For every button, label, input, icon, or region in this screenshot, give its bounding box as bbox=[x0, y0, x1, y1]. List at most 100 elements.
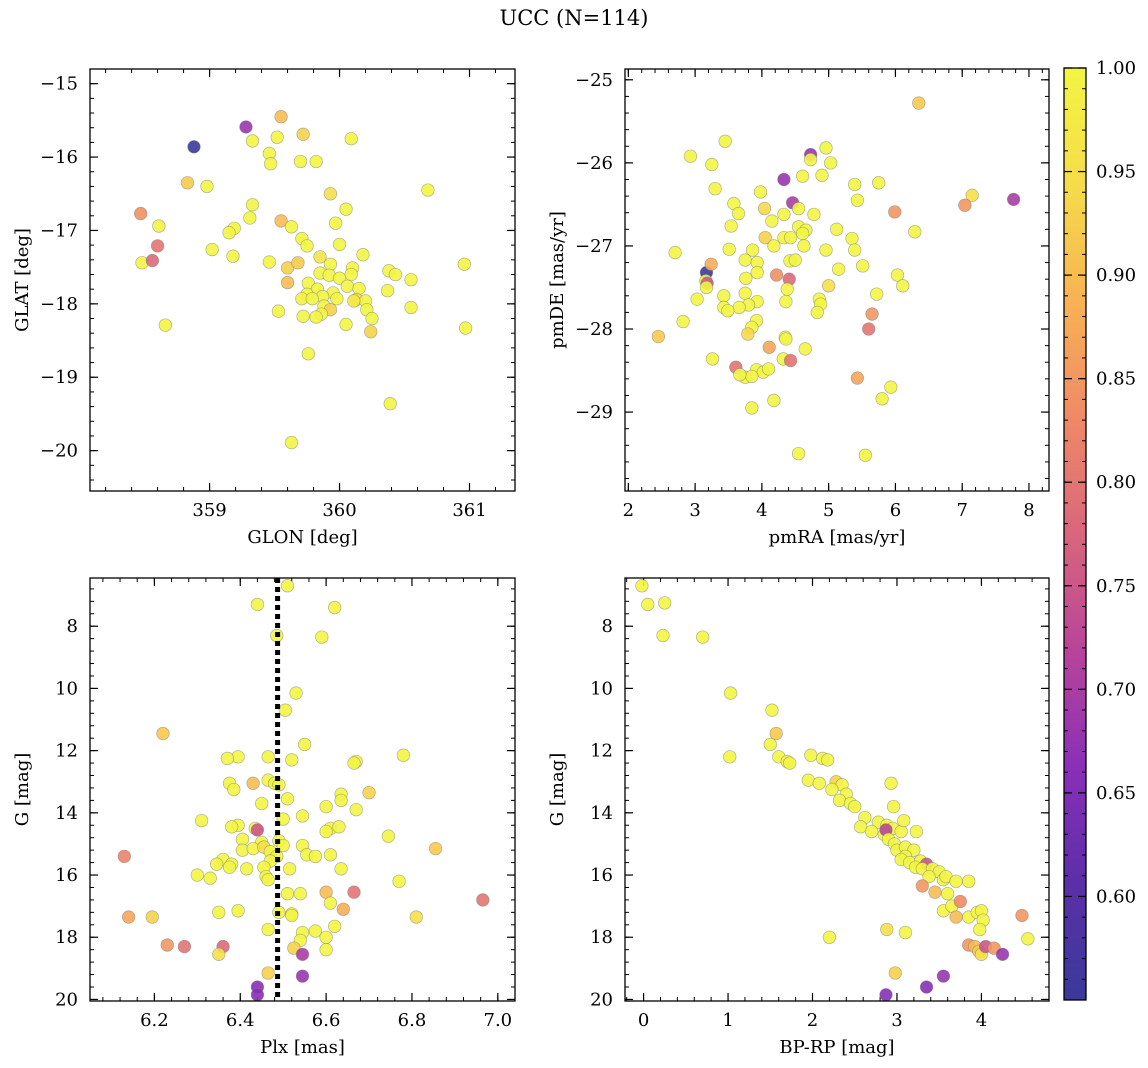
data-point bbox=[300, 239, 314, 253]
data-point bbox=[309, 310, 323, 324]
data-point bbox=[779, 332, 793, 346]
data-point bbox=[819, 243, 833, 257]
data-point bbox=[245, 198, 260, 212]
data-point bbox=[928, 885, 942, 899]
axes-frame bbox=[89, 68, 516, 492]
data-point bbox=[722, 242, 736, 256]
data-point bbox=[319, 824, 333, 839]
axes-frame bbox=[624, 68, 1050, 492]
data-point bbox=[200, 179, 214, 194]
data-point bbox=[319, 799, 333, 814]
data-point bbox=[850, 193, 865, 207]
data-point bbox=[898, 925, 913, 940]
x-tick-label: 361 bbox=[452, 500, 486, 521]
colorbar-frame bbox=[1063, 67, 1087, 1001]
colorbar-gradient bbox=[1064, 68, 1086, 1000]
data-point bbox=[777, 207, 791, 222]
data-point bbox=[334, 793, 348, 808]
data-point bbox=[274, 110, 288, 124]
x-tick-label: 7 bbox=[956, 500, 967, 521]
data-point bbox=[769, 268, 784, 282]
data-point bbox=[261, 966, 275, 980]
x-tick-label: 0 bbox=[638, 1010, 649, 1031]
y-tick-label: 12 bbox=[55, 741, 78, 762]
data-point bbox=[708, 181, 722, 196]
data-point bbox=[383, 397, 397, 411]
data-point bbox=[388, 267, 403, 282]
data-point bbox=[334, 862, 348, 876]
data-point bbox=[745, 369, 759, 384]
data-point bbox=[282, 862, 297, 876]
data-point bbox=[753, 185, 768, 199]
data-point bbox=[795, 169, 810, 183]
data-point bbox=[731, 206, 746, 221]
data-point bbox=[894, 824, 908, 839]
y-tick-label: −17 bbox=[40, 220, 78, 241]
data-point bbox=[227, 782, 241, 797]
y-tick-label: 10 bbox=[590, 678, 613, 699]
data-point bbox=[295, 969, 310, 983]
data-point bbox=[936, 969, 951, 983]
data-point bbox=[888, 966, 902, 980]
data-point bbox=[879, 988, 893, 1001]
data-point bbox=[250, 597, 265, 612]
data-point bbox=[250, 823, 265, 837]
x-tick-label: 6 bbox=[890, 500, 901, 521]
data-point bbox=[152, 219, 166, 233]
data-point bbox=[822, 930, 837, 944]
data-point bbox=[635, 579, 649, 593]
data-point bbox=[825, 782, 839, 797]
data-point bbox=[810, 305, 824, 320]
data-point bbox=[912, 96, 926, 110]
data-point bbox=[349, 803, 363, 817]
data-point bbox=[890, 268, 905, 282]
data-point bbox=[150, 239, 165, 253]
y-tick-label: −16 bbox=[40, 147, 78, 168]
data-point bbox=[848, 177, 862, 192]
x-tick-label: 360 bbox=[322, 500, 356, 521]
data-point bbox=[780, 282, 794, 296]
data-point bbox=[897, 813, 911, 828]
data-point bbox=[850, 371, 865, 385]
data-point bbox=[380, 283, 395, 298]
data-point bbox=[117, 849, 131, 864]
panel-plx-g: 6.2 6.4 6.6 6.8 7.0 8 10 12 14 16 18 20 Plx [mas] G [… bbox=[12, 577, 516, 1058]
x-tick-label: 359 bbox=[192, 500, 226, 521]
data-point bbox=[226, 249, 240, 263]
y-tick-label: 14 bbox=[590, 803, 613, 824]
data-point bbox=[705, 157, 719, 172]
data-point bbox=[404, 272, 418, 287]
data-point bbox=[255, 796, 269, 811]
data-point bbox=[190, 868, 204, 882]
data-point bbox=[886, 799, 901, 814]
colorbar-tick-label: 0.60 bbox=[1096, 886, 1136, 907]
y-tick-label: −29 bbox=[575, 402, 613, 423]
data-point bbox=[804, 748, 818, 762]
data-point bbox=[323, 257, 338, 271]
panel-glon-glat: 359 360 361 −15 −16 −17 −18 −19 −20 GLON [deg] GLA… bbox=[12, 68, 516, 548]
x-tick-label: 6.4 bbox=[226, 1010, 255, 1031]
x-tick-label: 2 bbox=[807, 1010, 818, 1031]
x-tick-label: 4 bbox=[756, 500, 767, 521]
x-tick-label: 1 bbox=[722, 1010, 733, 1031]
data-point bbox=[285, 753, 299, 767]
y-tick-label: −18 bbox=[40, 294, 78, 315]
data-point bbox=[803, 152, 818, 167]
data-point bbox=[362, 785, 376, 800]
data-point bbox=[457, 257, 471, 271]
data-point bbox=[795, 226, 810, 241]
scatter-points bbox=[651, 96, 1021, 462]
data-point bbox=[949, 874, 963, 888]
data-point bbox=[758, 230, 772, 245]
data-point bbox=[821, 753, 835, 767]
x-tick-label: 7.0 bbox=[484, 1010, 513, 1031]
data-point bbox=[1021, 932, 1035, 946]
data-point bbox=[830, 222, 844, 236]
data-point bbox=[779, 294, 793, 309]
data-point bbox=[396, 748, 411, 762]
data-point bbox=[848, 799, 862, 814]
data-point bbox=[476, 893, 490, 907]
data-point bbox=[246, 776, 260, 790]
data-point bbox=[296, 309, 310, 323]
